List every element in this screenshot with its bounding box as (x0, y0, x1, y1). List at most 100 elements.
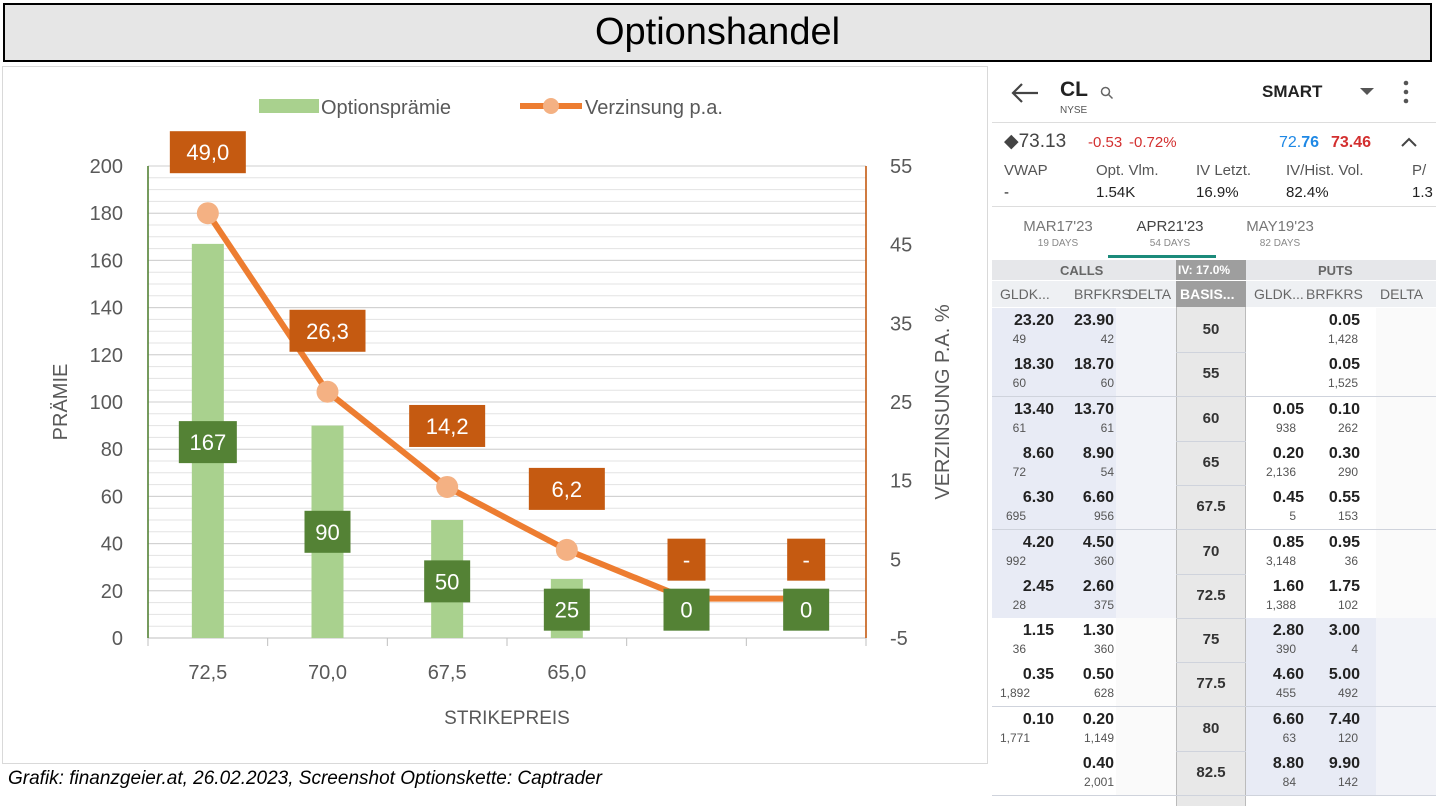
call-bid-size: 1,771 (1000, 730, 1031, 745)
back-arrow-icon[interactable] (1010, 82, 1040, 104)
calls-header: CALLS (1060, 263, 1104, 278)
call-ask: 8.90 (1082, 444, 1114, 462)
call-ask-size: 628 (1093, 686, 1114, 701)
line-data-label: 6,2 (552, 477, 583, 502)
stat-value: 16.9% (1196, 184, 1239, 201)
call-ask: 2.60 (1082, 577, 1114, 595)
call-ask: 1.30 (1082, 622, 1114, 640)
strike-price: 65 (1202, 453, 1220, 471)
y-tick-label: 140 (90, 298, 123, 320)
table-row[interactable]: 23.20 49 23.90 42 50 0.05 1,428 (992, 308, 1436, 353)
chevron-up-icon[interactable] (1400, 136, 1418, 148)
column-header[interactable]: GLDK... (1000, 286, 1050, 302)
line-label-box (667, 538, 706, 581)
expiry-tab[interactable]: MAR17'23 (1023, 218, 1093, 235)
route-dropdown[interactable]: SMART (1262, 82, 1323, 101)
line-marker (196, 202, 219, 225)
bar-data-label: 0 (800, 598, 812, 623)
expiry-tab[interactable]: APR21'23 (1136, 218, 1204, 235)
put-ask-size: 290 (1337, 464, 1358, 479)
put-bid: 6.60 (1272, 710, 1304, 728)
put-bid-size: 63 (1282, 730, 1296, 745)
call-ask-size: 375 (1093, 597, 1114, 612)
stat-label: VWAP (1004, 162, 1048, 179)
put-ask-size: 142 (1337, 775, 1358, 789)
column-header[interactable]: DELTA (1380, 286, 1424, 302)
call-bid: 4.20 (1022, 533, 1054, 551)
put-bid: 8.80 (1272, 755, 1304, 772)
strike-price: 72.5 (1196, 586, 1226, 604)
y-tick-label: 200 (90, 156, 123, 178)
call-ask: 18.70 (1073, 356, 1114, 374)
legend-swatch-bar (259, 99, 319, 113)
put-ask: 9.90 (1328, 755, 1360, 772)
expiry-days: 82 DAYS (1259, 238, 1301, 249)
column-header[interactable]: BRFKRS (1074, 286, 1131, 302)
x-tick-label: 70,0 (308, 662, 347, 684)
column-header[interactable]: BRFKRS (1306, 286, 1363, 302)
y-tick-label: 120 (90, 345, 123, 367)
line-series (205, 211, 807, 602)
call-ask-size: 360 (1093, 642, 1114, 657)
column-header[interactable]: GLDK... (1254, 286, 1304, 302)
table-row[interactable]: 0.10 1,771 0.20 1,149 80 6.60 63 7.40 120 (992, 706, 1436, 752)
table-row[interactable]: 13.40 61 13.70 61 60 0.05 938 0.10 262 (992, 396, 1436, 442)
table-row[interactable]: 0.40 2,001 82.5 8.80 84 9.90 142 (992, 751, 1436, 796)
put-ask: 1.75 (1328, 577, 1360, 595)
put-ask: 5.00 (1328, 666, 1360, 684)
call-bid: 6.30 (1022, 489, 1054, 507)
put-ask-size: 102 (1337, 597, 1358, 612)
line-data-label: 26,3 (306, 319, 349, 344)
expiry-tab[interactable]: MAY19'23 (1246, 218, 1314, 235)
put-bid-size: 455 (1275, 686, 1296, 701)
table-row[interactable]: 6.30 695 6.60 956 67.5 0.45 5 0.55 153 (992, 485, 1436, 531)
y2-tick-label: 55 (890, 156, 912, 178)
table-row[interactable]: 2.45 28 2.60 375 72.5 1.60 1,388 1.75 102 (992, 573, 1436, 619)
call-ask-size: 61 (1100, 420, 1114, 435)
table-row[interactable]: 18.30 60 18.70 60 55 0.05 1,525 (992, 352, 1436, 398)
bar-data-label: 167 (189, 430, 226, 455)
put-ask-size: 120 (1337, 730, 1358, 745)
put-ask-size: 262 (1337, 420, 1358, 435)
strike-price: 80 (1202, 719, 1220, 737)
y-tick-label: 160 (90, 250, 123, 272)
table-row[interactable]: 4.20 992 4.50 360 70 0.85 3,148 0.95 36 (992, 529, 1436, 575)
put-ask-size: 1,428 (1327, 332, 1358, 346)
search-icon[interactable] (1100, 86, 1114, 100)
line-label-box (169, 131, 246, 174)
ask-price: 73.46 (1331, 134, 1372, 151)
call-bid: 8.60 (1022, 444, 1054, 462)
y-tick-label: 60 (101, 486, 123, 508)
table-row[interactable]: 8.60 72 8.90 54 65 0.20 2,136 0.30 290 (992, 440, 1436, 486)
caret-down-icon[interactable] (1360, 88, 1374, 96)
table-row[interactable]: 0.35 1,892 0.50 628 77.5 4.60 455 5.00 492 (992, 662, 1436, 708)
call-ask: 6.60 (1082, 489, 1114, 507)
chart-panel: 167 90 50 25 0 0 49,0 26,3 14,2 6,2 - - 0 20 40 60 80 100… (2, 66, 988, 764)
bid-price-suffix: 76 (1301, 134, 1320, 151)
call-bid: 0.10 (1022, 710, 1054, 728)
strike-price: 75 (1202, 631, 1220, 649)
table-row[interactable]: 1.15 36 1.30 360 75 2.80 390 3.00 4 (992, 618, 1436, 664)
call-ask: 0.20 (1082, 710, 1114, 728)
y-tick-label: 20 (101, 581, 123, 603)
call-ask: 0.50 (1082, 666, 1114, 684)
call-ask: 13.70 (1073, 400, 1114, 418)
call-ask-size: 956 (1093, 509, 1114, 524)
put-bid: 4.60 (1272, 666, 1304, 684)
line-data-label: - (683, 548, 690, 573)
combo-chart: 167 90 50 25 0 0 49,0 26,3 14,2 6,2 - - 0 20 40 60 80 100… (50, 97, 954, 729)
price-change-pct: -0.72% (1129, 134, 1177, 151)
put-ask-size: 153 (1337, 509, 1358, 524)
put-bid-size: 1,388 (1265, 597, 1296, 612)
more-vertical-icon[interactable] (1402, 79, 1410, 105)
column-header[interactable]: BASIS... (1180, 286, 1235, 302)
symbol-label: CL (1060, 78, 1088, 101)
strike-price: 55 (1202, 365, 1220, 383)
line-label-box (787, 538, 826, 581)
stat-value: 82.4% (1286, 184, 1329, 201)
stat-value: 1.3 (1412, 184, 1433, 201)
x-tick-label: 67,5 (428, 662, 467, 684)
call-ask-size: 42 (1100, 332, 1114, 346)
column-header[interactable]: DELTA (1128, 286, 1172, 302)
put-bid-size: 5 (1289, 509, 1296, 524)
